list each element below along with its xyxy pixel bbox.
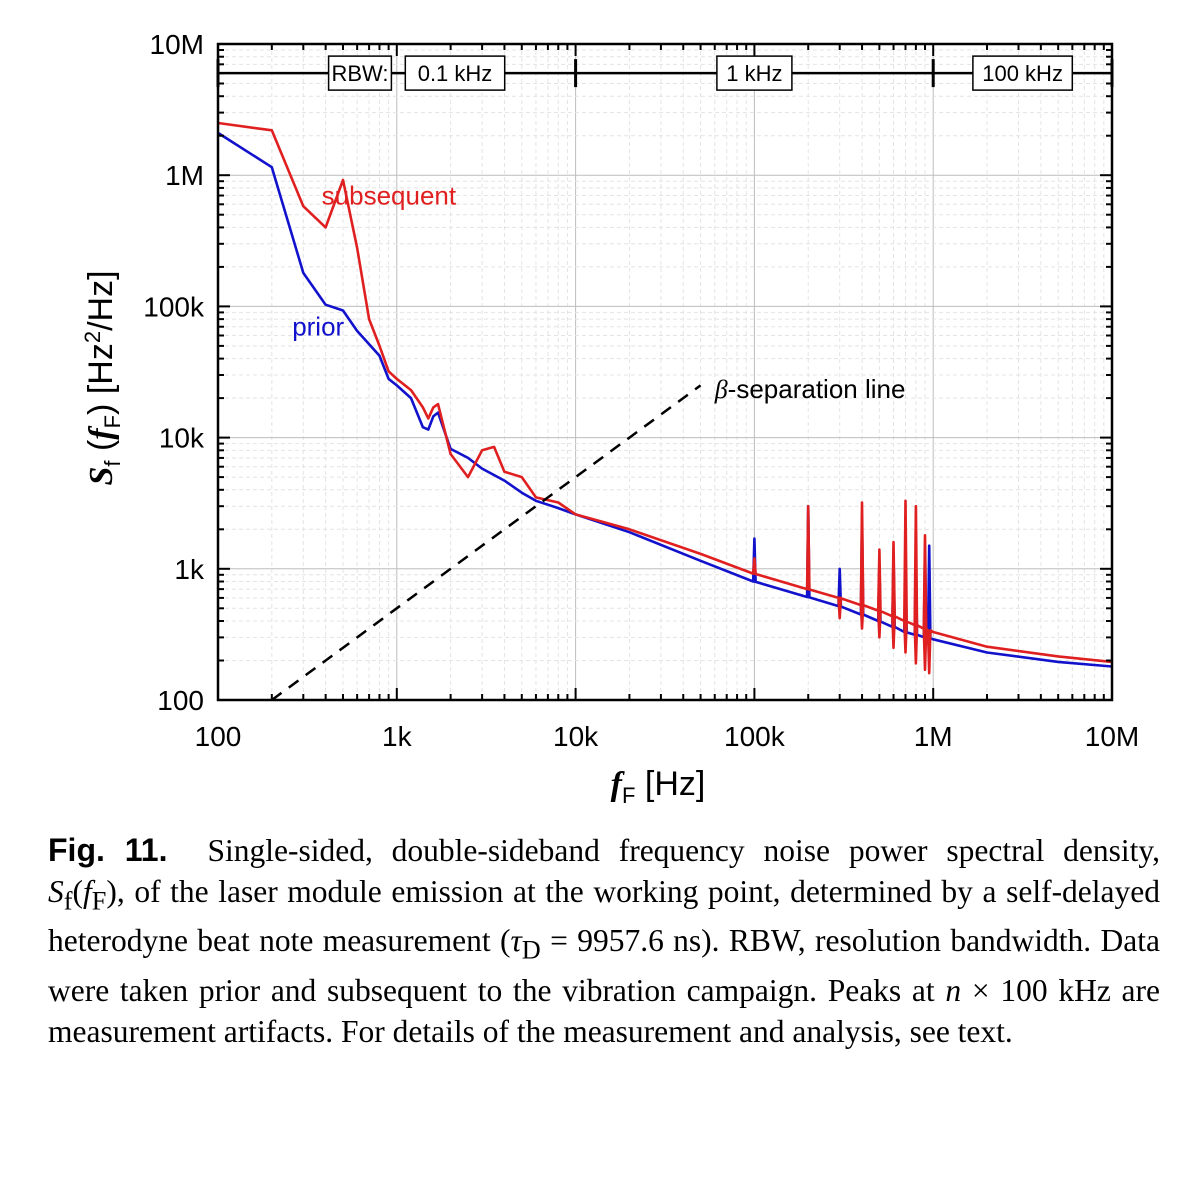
rbw-segment-label: 100 kHz — [982, 61, 1063, 86]
x-axis-title: fF [Hz] — [611, 765, 706, 808]
rbw-prefix-label: RBW: — [331, 61, 388, 86]
psd-chart: RBW: 0.1 kHz 1 kHz 100 kHz 100 1k 10k 100k 1M 10… — [80, 29, 1139, 808]
annotation-text: prior — [292, 312, 344, 342]
caption-paren-open: ( — [72, 873, 84, 909]
caption-symbol-s-sub: f — [63, 885, 73, 915]
caption-symbol-f-sub: F — [91, 885, 107, 915]
annotation-label: prior — [292, 312, 344, 342]
grid — [217, 43, 1113, 701]
rbw-segment-label-box — [972, 55, 1074, 91]
figure: RBW: 0.1 kHz 1 kHz 100 kHz 100 1k 10k 100k 1M 10… — [80, 29, 1139, 808]
caption-symbol-tau-sub: D — [521, 935, 541, 965]
caption-symbol-tau: τ — [510, 923, 522, 959]
tick-labels: 100 1k 10k 100k 1M 10M 100 1k 10k 100k 1M 10M — [143, 29, 1139, 752]
annotation-label: β-separation line — [714, 374, 906, 404]
axes — [216, 42, 1114, 702]
y-tick-label: 1k — [174, 554, 205, 585]
y-tick-label: 100 — [157, 685, 204, 716]
x-tick-label: 10M — [1085, 721, 1139, 752]
annotations: subsequent prior β-separation line — [292, 180, 905, 404]
caption-text-4: × 100 kHz are measurement artifacts. For… — [48, 973, 1160, 1049]
figure-caption: Fig. 11. Single-sided, double-sideband fr… — [48, 830, 1160, 1052]
series-layer — [218, 121, 1112, 702]
rbw-segment-label: 1 kHz — [726, 61, 782, 86]
x-tick-label: 10k — [553, 721, 599, 752]
y-tick-label: 10M — [150, 29, 204, 60]
series-line-subsequent — [218, 121, 1112, 675]
rbw-segment-label-box — [716, 55, 793, 91]
rbw-bar: RBW: 0.1 kHz 1 kHz 100 kHz — [216, 55, 1114, 91]
caption-text-2: , of the laser module emission at the wo… — [48, 873, 1160, 959]
rbw-segment-label-box — [404, 55, 506, 91]
beta-symbol: β — [714, 375, 728, 404]
x-tick-label: 100k — [724, 721, 786, 752]
plot-frame — [216, 42, 1114, 702]
beta-separation-line — [271, 384, 702, 702]
caption-text-1: Single-sided, double-sideband frequency … — [207, 833, 1161, 868]
y-tick-label: 1M — [165, 160, 204, 191]
caption-text-3: = 9957.6 ns). RBW, resolution bandwidth.… — [48, 923, 1160, 1009]
annotation-text: subsequent — [322, 180, 457, 210]
rbw-prefix-label-box — [327, 55, 393, 91]
y-tick-label: 10k — [159, 423, 205, 454]
annotation-text: -separation line — [728, 374, 906, 404]
x-tick-label: 1M — [914, 721, 953, 752]
caption-label: Fig. 11. — [48, 832, 168, 868]
series-line-prior — [218, 131, 1112, 668]
caption-symbol-f: f — [83, 873, 92, 909]
y-axis-title: Sf (fF) [Hz2/Hz] — [80, 270, 125, 485]
caption-symbol-n: n — [945, 973, 962, 1009]
annotation-label: subsequent — [322, 180, 457, 210]
caption-symbol-s: S — [48, 873, 64, 909]
rbw-segment-label: 0.1 kHz — [418, 61, 493, 86]
x-tick-label: 1k — [382, 721, 413, 752]
y-tick-label: 100k — [143, 291, 205, 322]
x-tick-label: 100 — [195, 721, 242, 752]
caption-paren-close: ) — [106, 873, 117, 909]
